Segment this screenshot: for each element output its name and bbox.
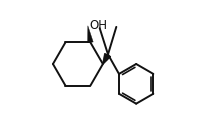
Text: OH: OH — [90, 19, 108, 32]
Polygon shape — [88, 26, 93, 43]
